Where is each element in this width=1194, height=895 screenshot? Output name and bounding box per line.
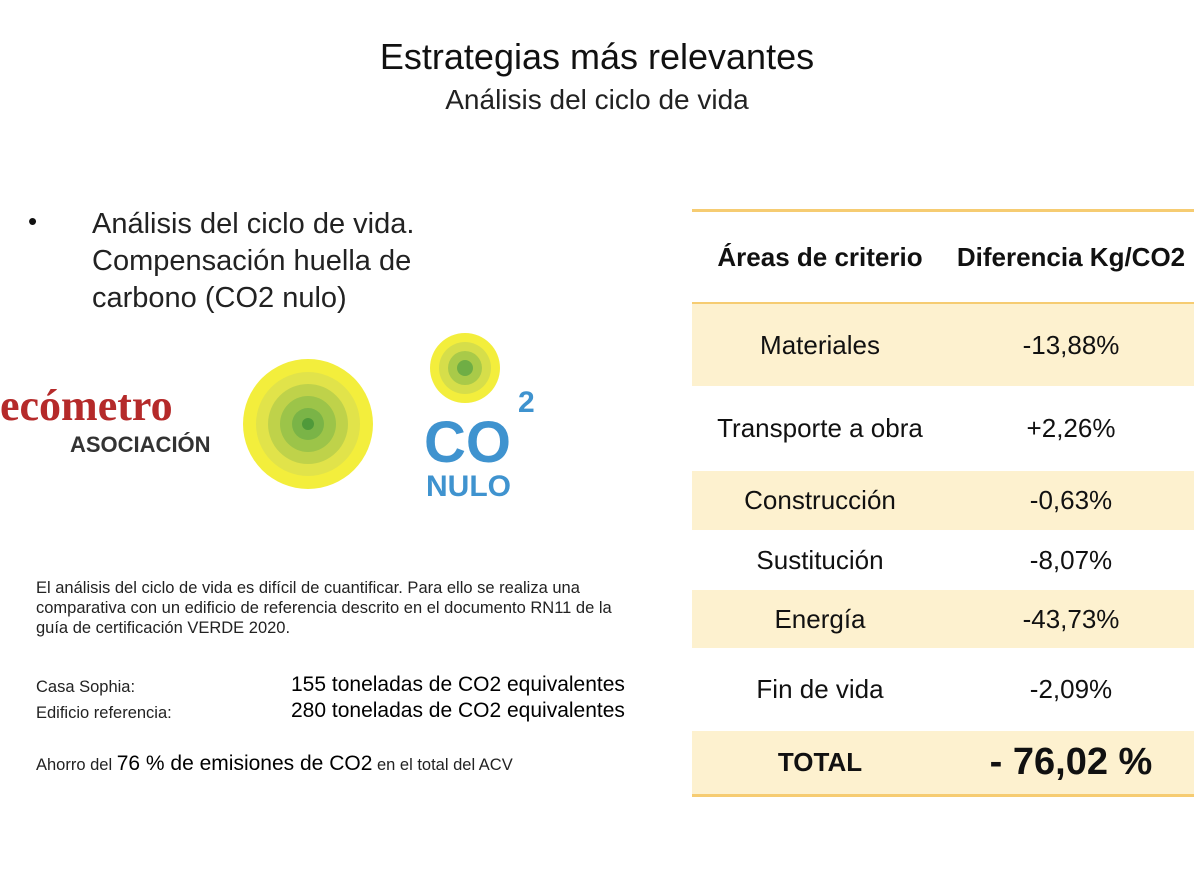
title: Estrategias más relevantes	[379, 36, 815, 77]
label-cell: Sustitución	[756, 544, 884, 575]
co2-sun	[430, 333, 500, 403]
header-row: Áreas de criterio Diferencia Kg/CO2	[692, 209, 1194, 304]
savings-highlight: 76 % de emisiones de CO2	[116, 752, 373, 775]
value-cell: -8,07%	[1029, 544, 1113, 575]
comparison-value: 280 toneladas de CO2 equivalentes	[291, 699, 625, 722]
savings-text: en el total del ACV	[376, 756, 513, 774]
total-label: TOTAL	[692, 731, 948, 797]
results-table: Áreas de criterio Diferencia Kg/CO2 Mate…	[692, 209, 1194, 797]
label-cell: Fin de vida	[756, 674, 884, 704]
paragraph: El análisis del ciclo de vida es difícil…	[36, 579, 612, 637]
value-cell: -13,88%	[948, 303, 1194, 386]
label-cell: Materiales	[692, 303, 948, 386]
bullet-text: Análisis del ciclo de vida. Compensación…	[92, 208, 415, 314]
value-cell: +2,26%	[1026, 413, 1116, 443]
comparison-label: Edificio referencia:	[36, 704, 172, 722]
table-row: Transporte a obra +2,26%	[692, 386, 1194, 471]
savings: Ahorro del 76 % de emisiones de CO2 en e…	[36, 752, 513, 776]
value-cell: -2,09%	[1029, 674, 1113, 704]
header-cell: Áreas de criterio	[692, 209, 948, 304]
ecometro-sun	[243, 359, 373, 489]
table-row: Sustitución -8,07%	[692, 530, 1194, 590]
value-cell: -43,73%	[948, 590, 1194, 648]
label-cell: Energía	[692, 590, 948, 648]
table-row: Construcción -0,63%	[692, 471, 1194, 530]
label-cell: Construcción	[692, 471, 948, 530]
table-row: Fin de vida -2,09%	[692, 648, 1194, 731]
co2-sub: NULO	[426, 470, 511, 503]
label-cell: Transporte a obra	[717, 413, 923, 443]
table-row: Materiales -13,88%	[692, 303, 1194, 386]
subtitle: Análisis del ciclo de vida	[445, 84, 749, 115]
value-cell: -0,63%	[948, 471, 1194, 530]
total-row: TOTAL - 76,02 %	[692, 731, 1194, 797]
table-row: Energía -43,73%	[692, 590, 1194, 648]
co2-main: CO	[424, 410, 511, 475]
header-cell: Diferencia Kg/CO2	[948, 209, 1194, 304]
savings-text: Ahorro del	[36, 756, 113, 774]
comparison-label: Casa Sophia:	[36, 678, 136, 696]
total-value: - 76,02 %	[948, 731, 1194, 797]
ecometro-name: ecómetro	[0, 381, 173, 430]
ecometro-sub: ASOCIACIÓN	[70, 432, 211, 457]
logos: ecómetro ASOCIACIÓN CO 2 NULO	[0, 333, 535, 503]
comparison-value: 155 toneladas de CO2 equivalentes	[291, 673, 625, 696]
bullet-marker: •	[28, 206, 38, 236]
co2-sup: 2	[518, 386, 535, 419]
